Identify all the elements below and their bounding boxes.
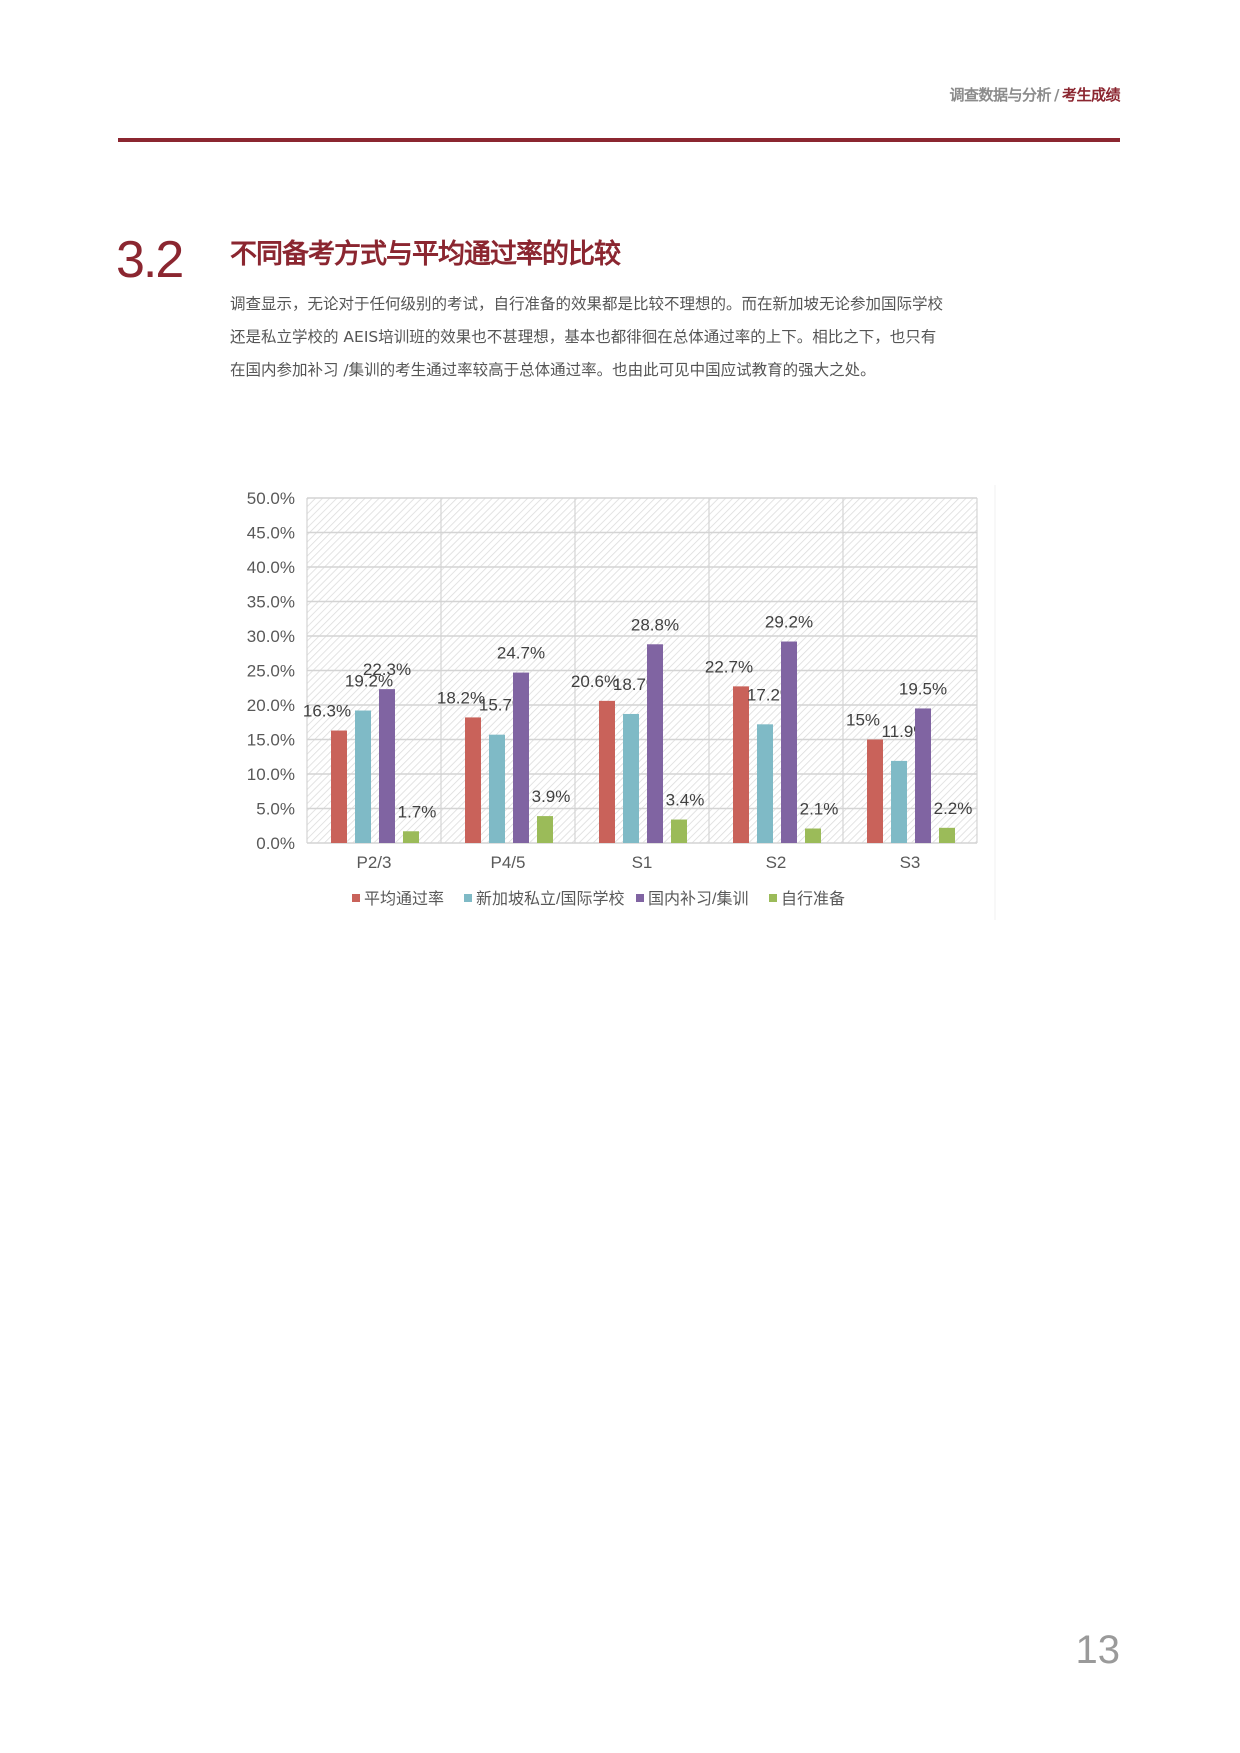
bar [939, 827, 955, 843]
header-section: 调查数据与分析 [949, 86, 1051, 104]
data-label: 3.4% [666, 791, 705, 810]
data-label: 19.2% [345, 672, 393, 691]
data-label: 29.2% [765, 613, 813, 632]
legend-label: 新加坡私立/国际学校 [476, 890, 624, 908]
bar [537, 816, 553, 843]
y-tick-label: 40.0% [247, 558, 295, 577]
data-label: 16.3% [303, 702, 351, 721]
bar [403, 831, 419, 843]
bar [805, 828, 821, 843]
y-tick-label: 30.0% [247, 627, 295, 646]
section-paragraph: 调查显示，无论对于任何级别的考试，自行准备的效果都是比较不理想的。而在新加坡无论… [230, 288, 1010, 387]
y-tick-label: 10.0% [247, 765, 295, 784]
legend-swatch [769, 894, 777, 902]
header-rule [118, 138, 1120, 142]
y-tick-label: 20.0% [247, 696, 295, 715]
data-label: 1.7% [398, 802, 437, 821]
page-number: 13 [1075, 1628, 1121, 1672]
y-tick-label: 0.0% [256, 834, 295, 853]
bar [891, 760, 907, 843]
data-label: 3.9% [532, 787, 571, 806]
data-label: 22.7% [705, 657, 753, 676]
data-label: 15% [846, 711, 880, 730]
bar [379, 689, 395, 843]
legend-label: 自行准备 [781, 890, 845, 908]
bar-chart: 0.0% 5.0% 10.0% 15.0% 20.0% 25.0% 30.0% 35.0% 40… [247, 485, 996, 920]
bar [489, 734, 505, 843]
x-tick-label: P2/3 [357, 853, 392, 872]
bar [671, 819, 687, 843]
section-number: 3.2 [116, 231, 184, 289]
y-tick-label: 50.0% [247, 489, 295, 508]
legend-swatch [464, 894, 472, 902]
bar [781, 641, 797, 843]
data-label: 18.2% [437, 688, 485, 707]
bar [867, 739, 883, 843]
paragraph-line: 在国内参加补习 /集训的考生通过率较高于总体通过率。也由此可见中国应试教育的强大… [230, 361, 876, 379]
bar [465, 717, 481, 843]
bar [355, 710, 371, 843]
y-tick-label: 5.0% [256, 800, 295, 819]
y-tick-label: 25.0% [247, 662, 295, 681]
bar [331, 730, 347, 843]
bar [647, 644, 663, 843]
data-label: 28.8% [631, 615, 679, 634]
legend-label: 国内补习/集训 [648, 890, 748, 908]
bar [513, 672, 529, 843]
paragraph-line: 调查显示，无论对于任何级别的考试，自行准备的效果都是比较不理想的。而在新加坡无论… [230, 295, 944, 313]
x-tick-label: S1 [632, 853, 653, 872]
legend-swatch [352, 894, 360, 902]
bar [757, 724, 773, 843]
bar [623, 713, 639, 843]
x-tick-label: P4/5 [491, 853, 526, 872]
legend-swatch [636, 894, 644, 902]
y-tick-label: 45.0% [247, 524, 295, 543]
data-label: 2.1% [800, 800, 839, 819]
x-tick-label: S3 [900, 853, 921, 872]
running-header: 调查数据与分析 / 考生成绩 [949, 84, 1120, 105]
bar [599, 700, 615, 843]
data-label: 2.2% [934, 799, 973, 818]
y-tick-label: 35.0% [247, 593, 295, 612]
data-label: 20.6% [571, 672, 619, 691]
bar [733, 686, 749, 843]
legend-label: 平均通过率 [364, 890, 444, 908]
header-separator: / [1054, 86, 1059, 104]
paragraph-line: 还是私立学校的 AEIS培训班的效果也不甚理想，基本也都徘徊在总体通过率的上下。… [230, 328, 937, 346]
header-chapter: 考生成绩 [1061, 86, 1121, 104]
bar [915, 708, 931, 843]
x-tick-label: S2 [766, 853, 787, 872]
section-title: 不同备考方式与平均通过率的比较 [230, 239, 621, 270]
data-label: 24.7% [497, 644, 545, 663]
data-label: 19.5% [899, 679, 947, 698]
y-tick-label: 15.0% [247, 731, 295, 750]
data-label: 22.3% [363, 660, 411, 679]
